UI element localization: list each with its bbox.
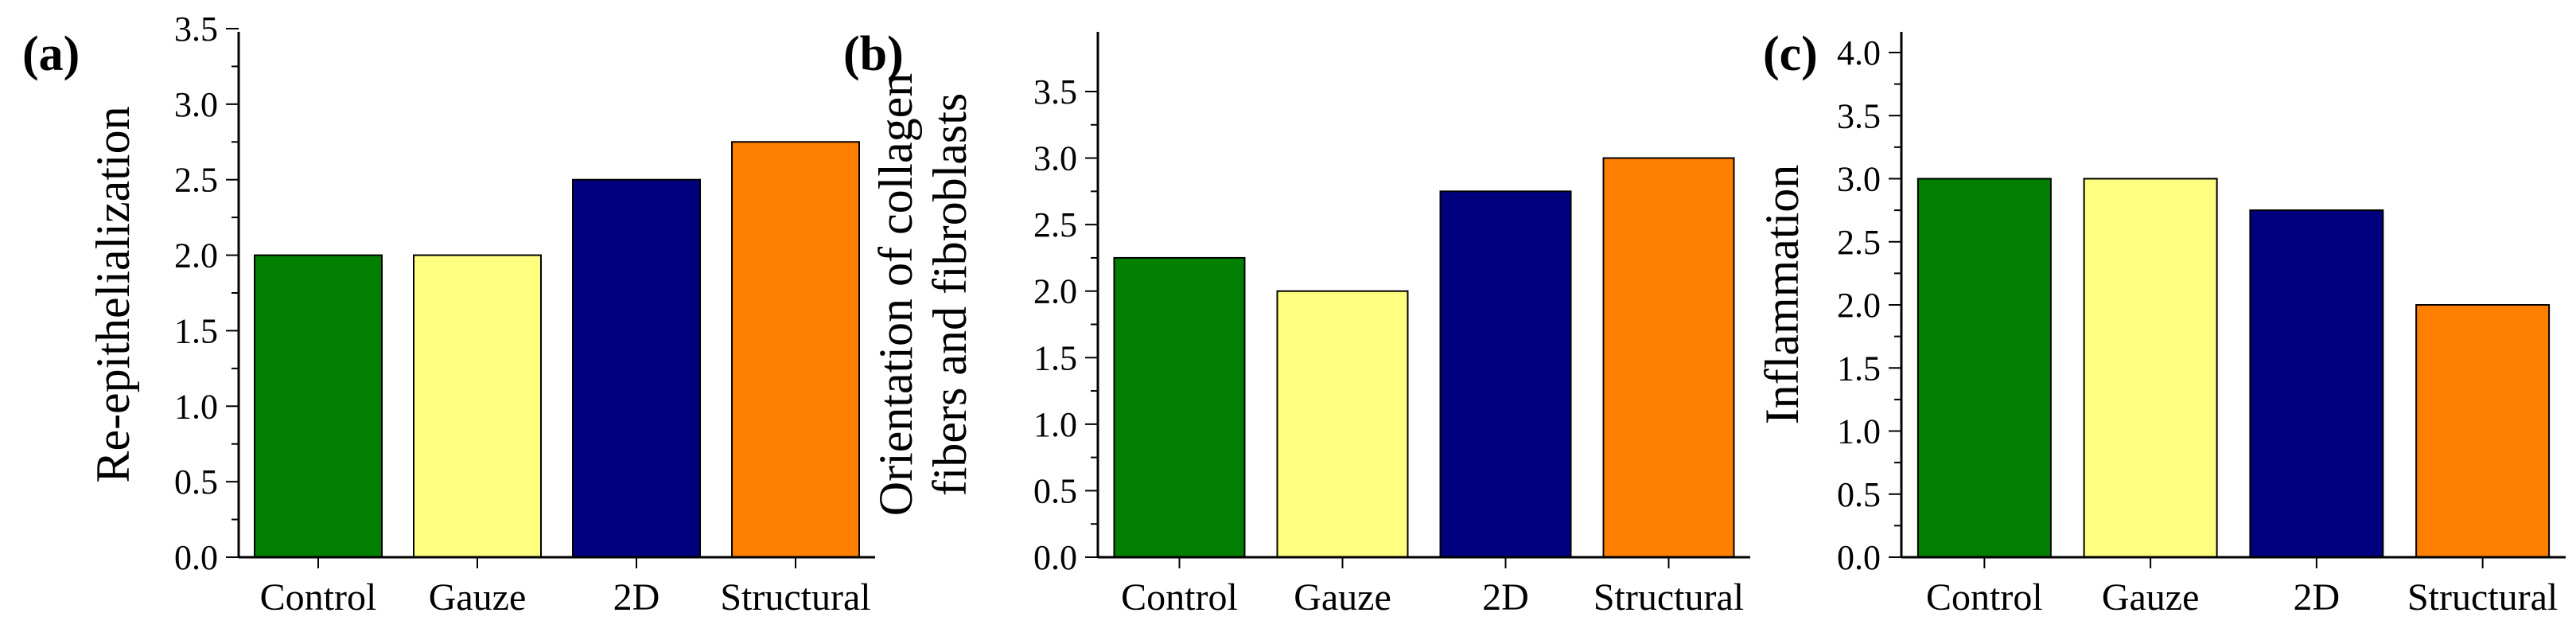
y-tick-label: 1.0: [174, 387, 218, 426]
y-tick-label: 2.0: [1837, 286, 1881, 325]
bar-2d: [2249, 209, 2384, 558]
y-tick-label: 1.5: [1837, 349, 1881, 388]
y-tick-label: 0.5: [1837, 475, 1881, 514]
y-axis-title: Re-epithelialization: [87, 106, 139, 482]
bar-gauze: [413, 254, 542, 558]
bar-gauze: [1276, 290, 1409, 558]
x-tick-label: 2D: [1482, 576, 1529, 619]
panel-label: (a): [22, 27, 80, 81]
bar-2d: [1439, 190, 1572, 558]
y-tick-label: 1.5: [1033, 338, 1077, 377]
y-tick-label: 3.5: [1837, 96, 1881, 135]
y-tick-label: 2.5: [1033, 205, 1077, 244]
bar-gauze: [2083, 178, 2218, 558]
y-tick-label: 1.5: [174, 311, 218, 350]
x-tick-label: 2D: [613, 576, 660, 619]
bar-control: [1916, 178, 2052, 558]
bar-structural: [1602, 157, 1735, 558]
x-tick-label: Control: [260, 576, 377, 619]
y-tick-label: 3.0: [1837, 160, 1881, 199]
y-tick-label: 3.0: [174, 85, 218, 124]
y-tick-label: 1.0: [1033, 405, 1077, 444]
y-tick-label: 1.0: [1837, 412, 1881, 451]
y-tick-label: 4.0: [1837, 33, 1881, 72]
chart-panel-3: (c) Control Gauze 2D Structural 0.0 0.5 1.0 1.5 2…: [1756, 27, 2566, 619]
x-tick-label: Gauze: [429, 576, 527, 619]
y-tick-label: 0.5: [1033, 471, 1077, 510]
bar-2d: [572, 178, 701, 558]
chart-panel-2: (b) Control Gauze 2D Structural 0.0 0.5 1.0 1.5 2…: [843, 27, 1750, 619]
y-axis-title: Inflammation: [1756, 165, 1808, 425]
y-tick-label: 3.5: [174, 10, 218, 49]
bar-control: [1113, 256, 1246, 558]
x-tick-label: Gauze: [2102, 576, 2200, 619]
y-tick-label: 0.0: [1837, 538, 1881, 577]
y-tick-label: 2.5: [1837, 223, 1881, 262]
y-axis-title: fibers and fibroblasts: [924, 93, 976, 497]
panel-label: (c): [1763, 27, 1818, 81]
x-tick-label: Control: [1121, 576, 1238, 619]
panel-label: (b): [843, 27, 904, 81]
bar-structural: [731, 141, 860, 559]
x-tick-label: Control: [1926, 576, 2043, 619]
y-tick-label: 2.0: [174, 236, 218, 275]
chart-panel-1: (a) Control Gauze 2D Structural 0.0 0.5 1.0 1.5 2…: [22, 10, 875, 619]
y-tick-label: 2.5: [174, 161, 218, 200]
bar-control: [254, 254, 383, 558]
x-tick-label: Structural: [2407, 576, 2558, 619]
x-tick-label: Gauze: [1294, 576, 1391, 619]
bar-structural: [2415, 304, 2551, 558]
x-tick-label: 2D: [2294, 576, 2341, 619]
y-tick-label: 0.5: [174, 462, 218, 501]
y-axis-title: Orientation of collagen: [870, 73, 922, 516]
y-tick-label: 0.0: [1033, 538, 1077, 577]
x-tick-label: Structural: [720, 576, 870, 619]
y-tick-label: 0.0: [174, 538, 218, 577]
y-tick-label: 3.0: [1033, 139, 1077, 178]
y-tick-label: 3.5: [1033, 72, 1077, 111]
x-tick-label: Structural: [1593, 576, 1744, 619]
y-tick-label: 2.0: [1033, 272, 1077, 311]
